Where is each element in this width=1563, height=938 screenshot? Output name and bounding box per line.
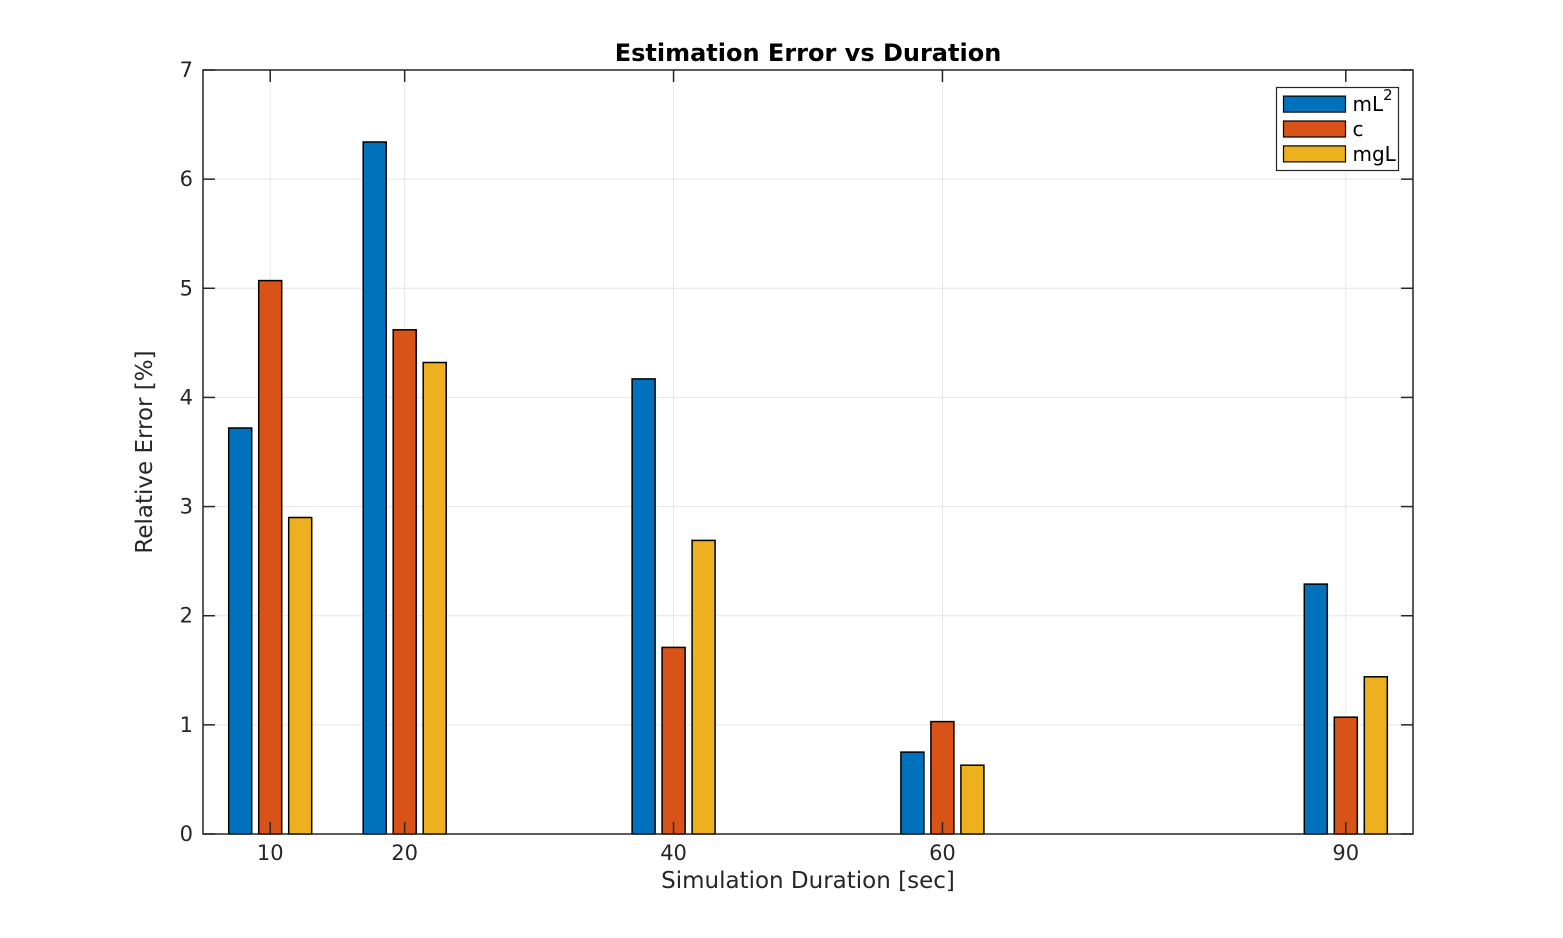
bar-mL2-x20 <box>362 141 387 835</box>
y-tick-label: 7 <box>180 58 193 82</box>
x-tick-label: 20 <box>391 841 418 865</box>
plot-border <box>202 69 1414 835</box>
y-tick-label: 5 <box>180 276 193 300</box>
y-tick-label: 1 <box>180 713 193 737</box>
bar-c-x60 <box>930 720 955 835</box>
x-tick-label: 40 <box>660 841 687 865</box>
bar-mgL-x10 <box>287 516 313 835</box>
x-tick-label: 10 <box>257 841 284 865</box>
chart-title: Estimation Error vs Duration <box>615 39 1002 67</box>
y-tick-label: 6 <box>180 167 193 191</box>
tick-marks <box>203 69 1413 835</box>
y-axis-label: Relative Error [%] <box>132 350 158 553</box>
bar-mL2-x60 <box>900 751 925 835</box>
bar-c-x10 <box>257 279 283 835</box>
x-axis-label: Simulation Duration [sec] <box>661 868 955 894</box>
bar-mgL-x20 <box>422 361 447 835</box>
bar-c-x40 <box>661 646 686 835</box>
bar-c-x90 <box>1333 716 1359 835</box>
legend-label-mgL: mgL <box>1353 142 1397 166</box>
x-tick-label: 90 <box>1332 841 1359 865</box>
bar-mL2-x40 <box>631 378 656 835</box>
y-tick-label: 0 <box>180 822 193 846</box>
legend-swatch-mgL <box>1282 145 1347 163</box>
y-tick-label: 3 <box>180 495 193 519</box>
x-tick-label: 60 <box>929 841 956 865</box>
legend-swatch-c <box>1282 120 1347 138</box>
bar-mgL-x90 <box>1363 676 1389 835</box>
bar-c-x20 <box>392 329 417 835</box>
bar-mL2-x10 <box>227 427 253 835</box>
legend-label-c: c <box>1353 117 1364 141</box>
bar-mL2-x90 <box>1303 583 1329 835</box>
y-tick-label: 4 <box>180 385 193 409</box>
bar-mgL-x60 <box>960 764 985 835</box>
axes-box <box>202 69 1414 835</box>
bar-mgL-x40 <box>691 539 716 835</box>
legend-swatch-mL2 <box>1282 95 1347 113</box>
tick-labels: 10 20 40 60 90 0 1 2 3 4 5 6 7 <box>180 58 1360 865</box>
bars <box>227 141 1389 835</box>
y-tick-label: 2 <box>180 604 193 628</box>
